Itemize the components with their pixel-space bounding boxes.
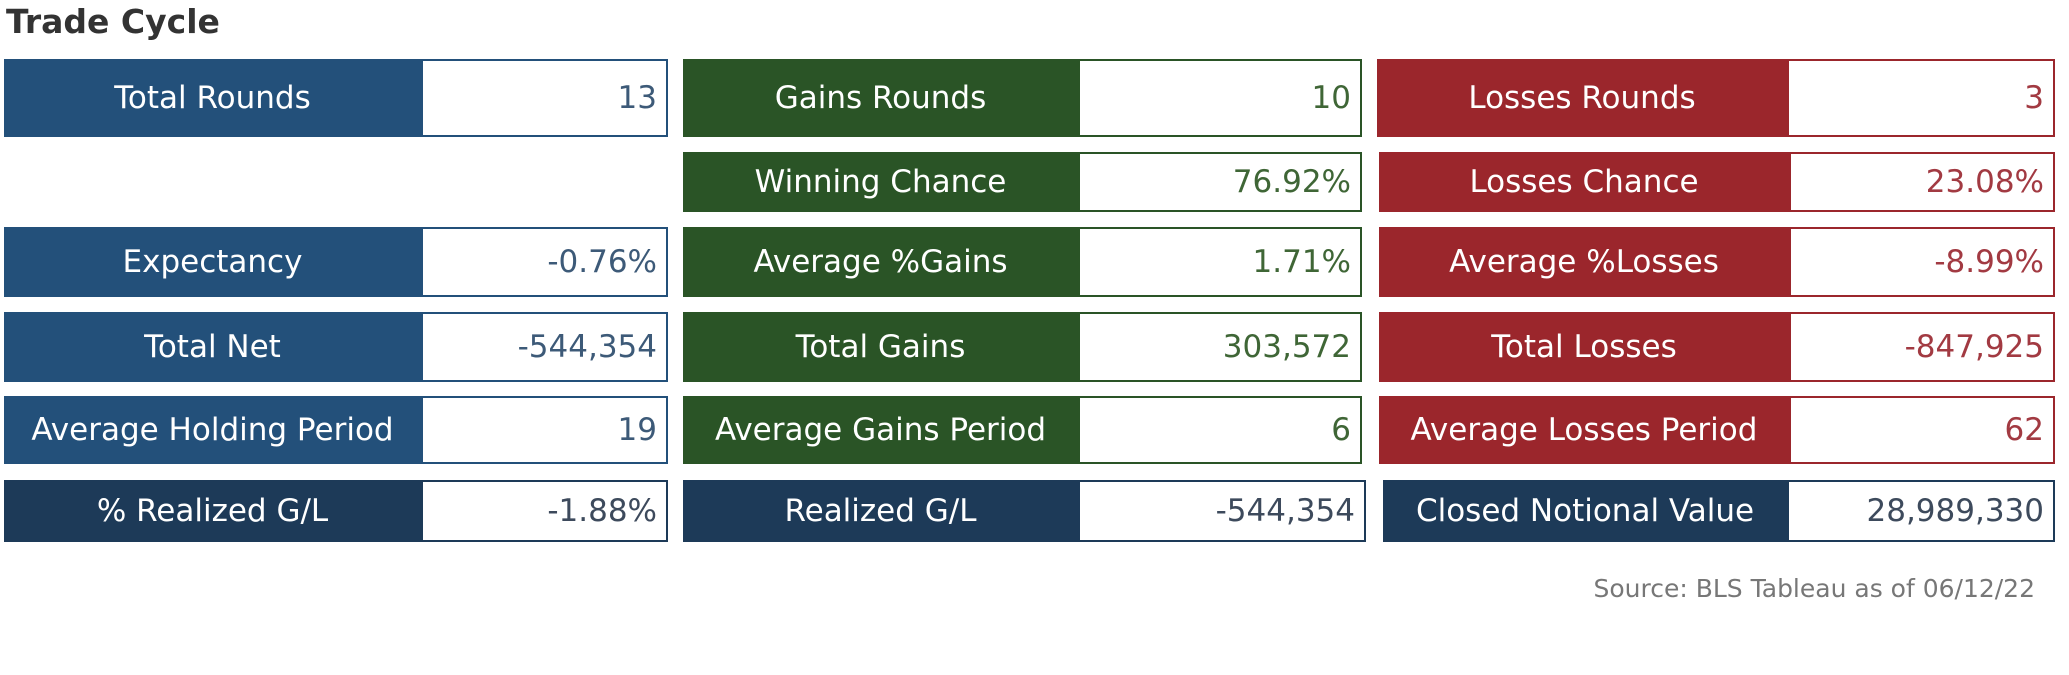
average-holding-period-value: 19	[421, 396, 668, 464]
closed-notional-value-value: 28,989,330	[1787, 480, 2055, 542]
average-losses-period-label: Average Losses Period	[1379, 396, 1789, 464]
total-rounds-label: Total Rounds	[4, 59, 421, 137]
realized-gl-label: Realized G/L	[683, 480, 1078, 542]
average-holding-period-label: Average Holding Period	[4, 396, 421, 464]
losses-chance-value: 23.08%	[1789, 152, 2055, 212]
average-losses-value: -8.99%	[1789, 227, 2055, 297]
total-net-value: -544,354	[421, 312, 668, 382]
average-gains-period-label: Average Gains Period	[683, 396, 1078, 464]
winning-chance-value: 76.92%	[1078, 152, 1362, 212]
percent-realized-gl-value: -1.88%	[421, 480, 668, 542]
winning-chance-label: Winning Chance	[683, 152, 1078, 212]
expectancy-label: Expectancy	[4, 227, 421, 297]
expectancy-value: -0.76%	[421, 227, 668, 297]
page-title: Trade Cycle	[6, 2, 220, 41]
losses-rounds-value: 3	[1787, 59, 2055, 137]
total-gains-label: Total Gains	[683, 312, 1078, 382]
total-losses-value: -847,925	[1789, 312, 2055, 382]
closed-notional-value-label: Closed Notional Value	[1383, 480, 1787, 542]
losses-rounds-label: Losses Rounds	[1377, 59, 1787, 137]
average-gains-value: 1.71%	[1078, 227, 1362, 297]
average-losses-label: Average %Losses	[1379, 227, 1789, 297]
realized-gl-value: -544,354	[1078, 480, 1366, 542]
average-gains-period-value: 6	[1078, 396, 1362, 464]
average-gains-label: Average %Gains	[683, 227, 1078, 297]
average-losses-period-value: 62	[1789, 396, 2055, 464]
percent-realized-gl-label: % Realized G/L	[4, 480, 421, 542]
source-note: Source: BLS Tableau as of 06/12/22	[1593, 574, 2035, 603]
losses-chance-label: Losses Chance	[1379, 152, 1789, 212]
total-losses-label: Total Losses	[1379, 312, 1789, 382]
total-rounds-value: 13	[421, 59, 668, 137]
gains-rounds-label: Gains Rounds	[683, 59, 1078, 137]
gains-rounds-value: 10	[1078, 59, 1362, 137]
total-gains-value: 303,572	[1078, 312, 1362, 382]
total-net-label: Total Net	[4, 312, 421, 382]
